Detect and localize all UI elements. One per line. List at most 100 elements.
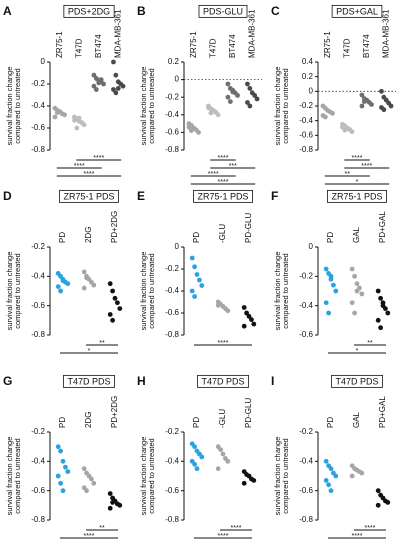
data-point — [72, 117, 77, 123]
y-tick-label: -0.8 — [165, 145, 179, 154]
y-tick-label: -0.4 — [165, 456, 179, 465]
category-label: BT474 — [362, 34, 371, 58]
significance-label: **** — [218, 179, 229, 186]
data-point — [199, 454, 205, 460]
data-point — [378, 295, 383, 301]
data-point — [369, 102, 374, 107]
significance-label: **** — [84, 171, 95, 178]
data-point — [378, 325, 383, 331]
panel-letter: D — [3, 189, 12, 203]
data-point — [84, 275, 89, 281]
data-point — [62, 112, 67, 118]
y-tick-label: -0.4 — [31, 456, 45, 465]
data-point — [89, 476, 94, 482]
data-point — [192, 264, 198, 270]
category-label: BT474 — [228, 34, 237, 58]
data-point — [111, 59, 116, 65]
y-axis-label: survival fraction change — [273, 252, 282, 331]
category-label: PD — [58, 232, 67, 243]
category-label: GAL — [352, 411, 361, 428]
y-tick-label: -0.8 — [31, 515, 45, 524]
data-point — [252, 93, 258, 98]
significance-label: *** — [229, 163, 237, 170]
category-label: -GLU — [218, 409, 227, 428]
data-point — [225, 458, 231, 464]
data-point — [111, 87, 116, 92]
panel-letter: C — [271, 4, 280, 18]
data-point — [388, 103, 394, 109]
y-tick-label: -0.4 — [165, 110, 179, 119]
data-point — [328, 466, 334, 472]
data-point — [107, 505, 113, 511]
significance-label: **** — [365, 525, 376, 532]
y-tick-label: 0 — [175, 242, 180, 251]
y-tick-label: 0.4 — [302, 57, 314, 66]
category-label: PD+GAL — [378, 396, 387, 428]
category-label: 2DG — [84, 227, 93, 243]
y-tick-label: 0 — [309, 242, 314, 251]
panel-title: ZR75-1 PDS — [63, 191, 114, 201]
data-point — [359, 291, 365, 297]
data-point — [225, 94, 231, 100]
category-label: MDA-MB-361 — [381, 9, 390, 58]
data-point — [93, 87, 99, 92]
significance-label: **** — [352, 155, 363, 162]
data-point — [58, 480, 63, 486]
data-point — [375, 288, 381, 294]
y-axis-label: compared to untreated — [13, 438, 22, 513]
y-axis-label: survival fraction change — [5, 252, 14, 331]
data-point — [55, 473, 61, 479]
data-point — [107, 491, 113, 496]
y-tick-label: -0.6 — [31, 486, 45, 495]
y-tick-label: -0.4 — [299, 116, 313, 125]
data-point — [60, 458, 66, 464]
panel-letter: I — [271, 374, 274, 388]
data-point — [81, 269, 87, 275]
data-point — [323, 266, 329, 272]
data-point — [55, 444, 61, 450]
data-point — [235, 93, 240, 98]
data-point — [227, 99, 233, 104]
panel-letter: B — [137, 4, 146, 18]
significance-label: **** — [74, 163, 85, 170]
y-tick-label: -0.8 — [299, 515, 313, 524]
y-axis-label: compared to untreated — [147, 438, 156, 513]
data-point — [117, 306, 123, 311]
data-point — [241, 305, 247, 310]
data-point — [379, 88, 384, 94]
data-point — [113, 72, 119, 78]
category-label: T47D — [342, 38, 351, 58]
data-point — [91, 72, 97, 78]
title-box — [327, 189, 387, 203]
panel-letter: A — [3, 4, 12, 18]
category-label: ZR75-1 — [189, 31, 198, 58]
y-tick-label: -0.4 — [299, 456, 313, 465]
y-axis-label: survival fraction change — [5, 67, 14, 146]
data-point — [354, 288, 360, 294]
data-point — [74, 125, 80, 131]
data-point — [91, 480, 97, 486]
y-tick-label: -0.2 — [31, 427, 45, 436]
y-axis-label: compared to untreated — [281, 253, 290, 328]
data-point — [110, 317, 115, 323]
panel-letter: E — [137, 189, 145, 203]
data-point — [380, 303, 386, 309]
data-point — [220, 451, 226, 457]
data-point — [241, 323, 247, 329]
significance-label: ** — [99, 340, 105, 347]
title-box — [59, 189, 119, 203]
data-point — [186, 124, 192, 130]
y-axis-label: compared to untreated — [281, 68, 290, 143]
y-tick-label: -0.6 — [165, 486, 179, 495]
significance-label: ** — [345, 171, 351, 178]
significance-label: **** — [84, 533, 95, 540]
significance-label: **** — [218, 155, 229, 162]
y-tick-label: -0.2 — [31, 79, 45, 88]
y-axis-label: compared to untreated — [281, 438, 290, 513]
significance-label: * — [88, 348, 91, 355]
panel-title: PDS+GAL — [336, 6, 378, 16]
y-tick-label: -0.8 — [31, 330, 45, 339]
y-tick-label: -0.8 — [165, 330, 179, 339]
data-point — [192, 444, 198, 450]
category-label: PD — [326, 417, 335, 428]
